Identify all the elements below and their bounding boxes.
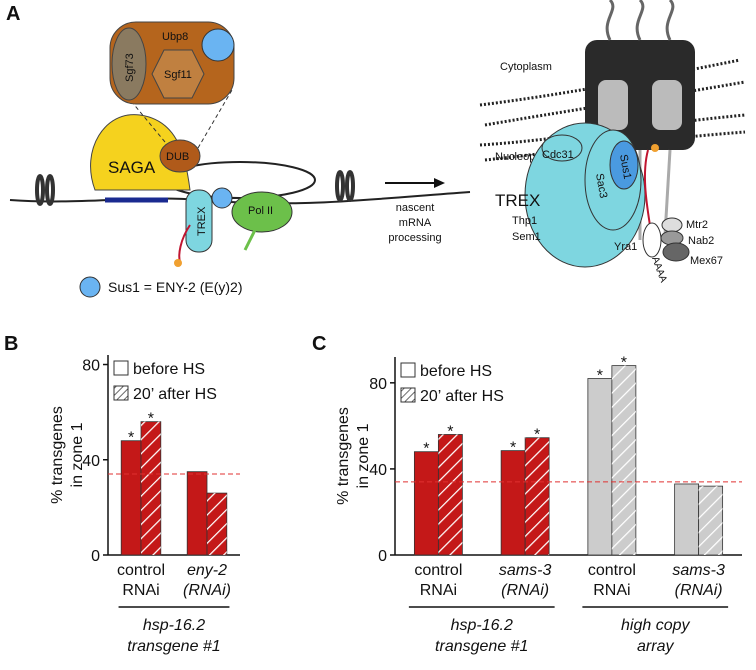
bar — [186, 471, 208, 556]
label: Sus1 — [617, 153, 633, 180]
label: Cdc31 — [542, 149, 574, 161]
group-label: array — [637, 638, 674, 655]
label: Thp1 — [512, 215, 537, 227]
x-tick-label: sams-3 — [672, 562, 725, 579]
legend-label: 20’ after HS — [420, 388, 504, 405]
pol2 — [231, 191, 293, 233]
group-label: hsp-16.2 — [143, 617, 205, 634]
legend-swatch — [400, 362, 416, 378]
significance-marker: * — [148, 411, 154, 428]
x-tick-label: RNAi — [593, 582, 630, 599]
y-axis-label: % transgenes — [49, 406, 66, 504]
significance-marker: * — [597, 368, 603, 385]
x-tick-label: control — [414, 562, 462, 579]
trex — [185, 189, 213, 253]
label: Sem1 — [512, 231, 541, 243]
y-tick-label: 40 — [82, 453, 100, 470]
label: TREX — [495, 191, 540, 210]
x-tick-label: (RNAi) — [675, 582, 723, 599]
bar — [120, 440, 142, 556]
x-tick-label: control — [117, 562, 165, 579]
nucleosomes — [35, 170, 355, 206]
group-label: transgene #1 — [127, 638, 220, 655]
label: Sgf11 — [164, 69, 192, 81]
group-label: high copy — [621, 617, 690, 634]
x-tick-label: (RNAi) — [183, 582, 231, 599]
x-tick-label: RNAi — [122, 582, 159, 599]
y-axis-label: in zone 1 — [355, 423, 372, 488]
legend-swatch — [400, 387, 416, 403]
legend-label: before HS — [420, 363, 492, 380]
x-tick-label: RNAi — [420, 582, 457, 599]
label: SAGA — [108, 158, 156, 177]
bar-hatch — [438, 434, 463, 555]
label: TREX — [196, 206, 208, 236]
x-tick-label: sams-3 — [499, 562, 552, 579]
label: Pol II — [248, 205, 273, 217]
group-label: hsp-16.2 — [451, 617, 513, 634]
bar — [587, 378, 613, 556]
legend-label: 20’ after HS — [133, 386, 217, 403]
charts: B% transgenes in zone 104080**controlRNAi… — [4, 333, 742, 655]
bar-hatch — [207, 493, 227, 555]
bar — [500, 450, 526, 556]
dub — [159, 139, 201, 173]
significance-marker: * — [621, 355, 627, 372]
group-label: transgene #1 — [435, 638, 528, 655]
label: Sus1 = ENY-2 (E(y)2) — [108, 279, 242, 295]
panel-letter: B — [4, 333, 18, 355]
bar — [413, 451, 439, 556]
significance-marker: * — [534, 427, 540, 444]
label: Mtr2 — [686, 219, 708, 231]
significance-marker: * — [510, 440, 516, 457]
bar-hatch — [611, 365, 636, 555]
label: Nab2 — [688, 235, 714, 247]
label: mRNA — [399, 217, 432, 229]
y-tick-label: 0 — [91, 548, 100, 565]
y-tick-label: 40 — [369, 462, 387, 479]
x-tick-label: control — [588, 562, 636, 579]
label: Ubp8 — [162, 31, 188, 43]
y-axis-label: % transgenes — [335, 407, 352, 505]
panel-letter: A — [6, 3, 20, 25]
x-tick-label: eny-2 — [187, 562, 227, 579]
y-axis-label: in zone 1 — [69, 422, 86, 487]
label: processing — [388, 232, 441, 244]
label: Mex67 — [690, 255, 723, 267]
label: Cytoplasm — [500, 61, 552, 73]
legend-swatch — [113, 360, 129, 376]
significance-marker: * — [423, 441, 429, 458]
y-tick-label: 80 — [82, 358, 100, 375]
bar-hatch — [698, 486, 723, 555]
legend-label: before HS — [133, 361, 205, 378]
significance-marker: * — [447, 423, 453, 440]
bar — [674, 483, 700, 556]
label: AAAA — [649, 255, 669, 284]
label: DUB — [166, 151, 189, 163]
label: Yra1 — [614, 241, 637, 253]
label: Sac3 — [593, 172, 609, 199]
panel-a: A SAGA DUB Sgf73 Sgf11 Ubp8 TREX Pol II … — [6, 0, 746, 298]
bar-hatch — [141, 421, 161, 555]
label: nascent — [396, 202, 435, 214]
significance-marker: * — [128, 430, 134, 447]
panel-letter: C — [312, 333, 326, 355]
legend-swatch — [113, 385, 129, 401]
y-tick-label: 0 — [378, 548, 387, 565]
bar-hatch — [525, 437, 550, 555]
x-tick-label: (RNAi) — [501, 582, 549, 599]
y-tick-label: 80 — [369, 376, 387, 393]
label: Sgf73 — [124, 53, 136, 82]
